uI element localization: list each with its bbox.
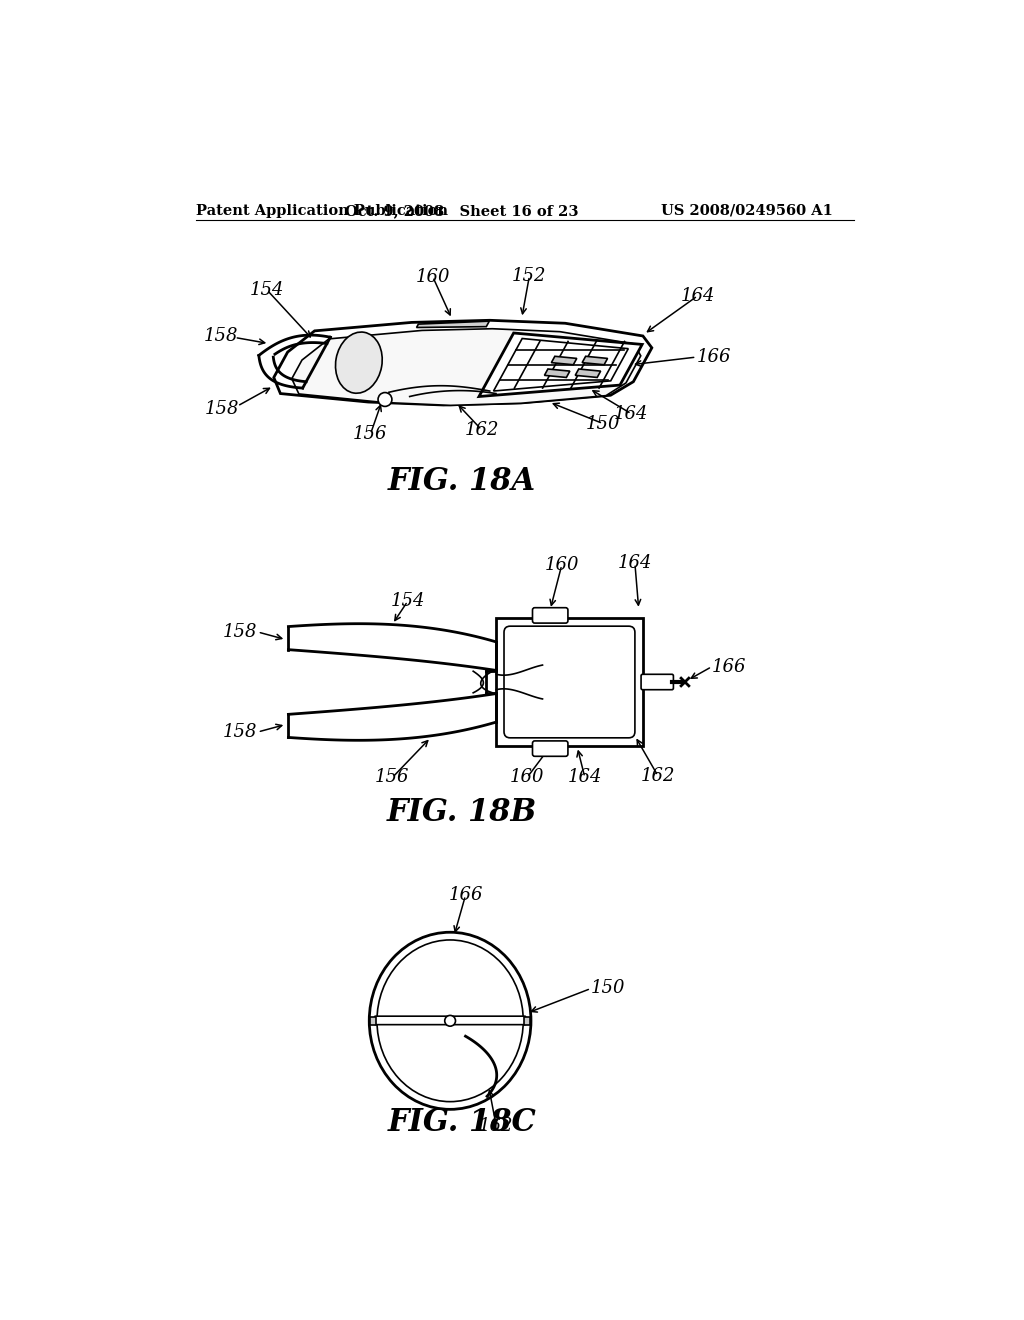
Text: 154: 154 xyxy=(250,281,285,300)
Text: 166: 166 xyxy=(712,657,746,676)
Text: 162: 162 xyxy=(641,767,675,785)
Text: Oct. 9, 2008   Sheet 16 of 23: Oct. 9, 2008 Sheet 16 of 23 xyxy=(345,203,579,218)
Polygon shape xyxy=(545,370,569,378)
Text: US 2008/0249560 A1: US 2008/0249560 A1 xyxy=(660,203,833,218)
Text: FIG. 18A: FIG. 18A xyxy=(388,466,536,498)
Polygon shape xyxy=(479,333,642,396)
Text: 156: 156 xyxy=(353,425,388,444)
Text: 166: 166 xyxy=(696,348,731,366)
Text: 164: 164 xyxy=(614,405,648,422)
Text: 164: 164 xyxy=(681,286,715,305)
Text: 158: 158 xyxy=(204,327,239,345)
Text: 164: 164 xyxy=(617,554,652,573)
FancyBboxPatch shape xyxy=(524,1016,530,1024)
Text: 162: 162 xyxy=(479,1117,514,1135)
FancyBboxPatch shape xyxy=(504,626,635,738)
FancyBboxPatch shape xyxy=(375,1016,525,1024)
Text: 166: 166 xyxy=(449,886,482,904)
Text: 156: 156 xyxy=(375,768,410,787)
FancyBboxPatch shape xyxy=(532,607,568,623)
Text: 160: 160 xyxy=(416,268,450,285)
Text: FIG. 18B: FIG. 18B xyxy=(386,797,537,829)
Text: 152: 152 xyxy=(512,267,547,285)
Text: FIG. 18C: FIG. 18C xyxy=(387,1107,536,1138)
FancyBboxPatch shape xyxy=(370,1016,376,1024)
Ellipse shape xyxy=(336,333,382,393)
Text: 164: 164 xyxy=(567,768,602,787)
Text: 158: 158 xyxy=(223,623,258,642)
Text: 162: 162 xyxy=(465,421,499,438)
Polygon shape xyxy=(583,356,607,364)
Text: 150: 150 xyxy=(586,414,621,433)
FancyBboxPatch shape xyxy=(497,619,643,746)
Text: 160: 160 xyxy=(545,556,579,574)
Text: Patent Application Publication: Patent Application Publication xyxy=(196,203,449,218)
Polygon shape xyxy=(575,370,601,378)
Circle shape xyxy=(444,1015,456,1026)
Text: 150: 150 xyxy=(591,979,626,998)
Polygon shape xyxy=(551,356,577,364)
Text: 160: 160 xyxy=(510,768,545,787)
Ellipse shape xyxy=(370,932,531,1109)
Polygon shape xyxy=(417,321,489,327)
Text: 158: 158 xyxy=(205,400,239,418)
FancyBboxPatch shape xyxy=(532,741,568,756)
FancyBboxPatch shape xyxy=(641,675,674,689)
Polygon shape xyxy=(273,321,652,405)
Polygon shape xyxy=(292,329,641,405)
Text: 158: 158 xyxy=(223,723,258,741)
Circle shape xyxy=(378,392,392,407)
Polygon shape xyxy=(494,338,629,391)
Ellipse shape xyxy=(377,940,523,1102)
Text: 154: 154 xyxy=(390,593,425,610)
